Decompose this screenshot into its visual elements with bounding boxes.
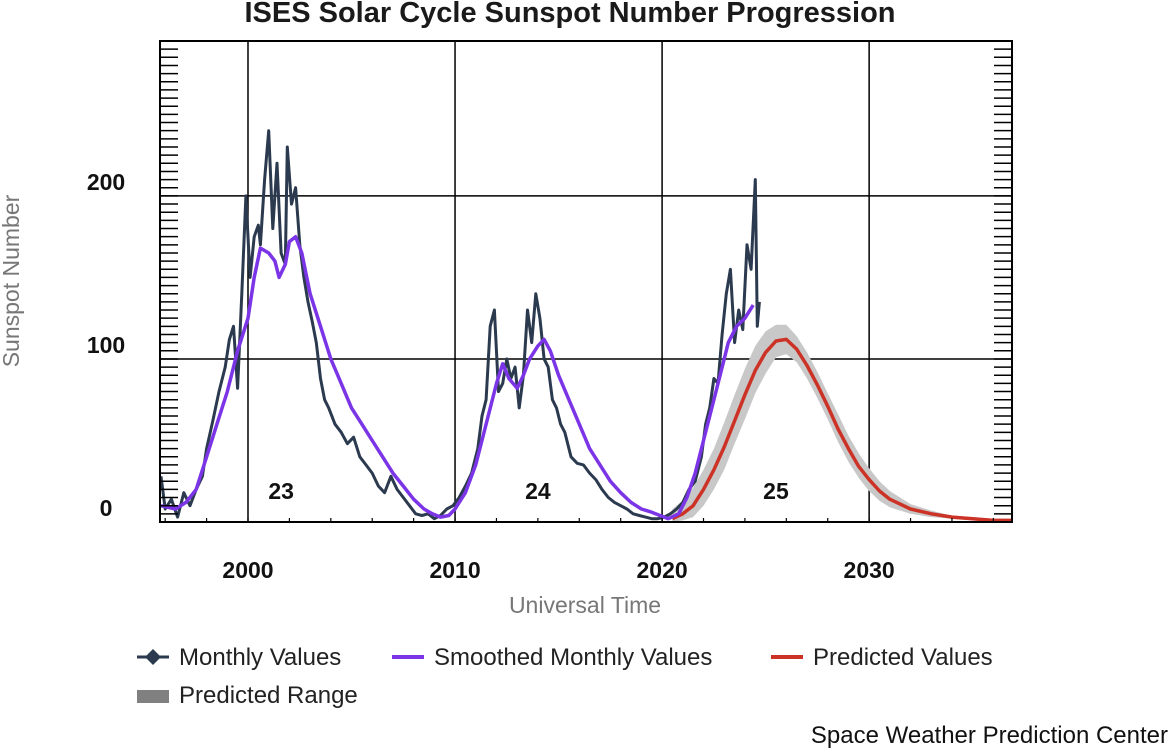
legend: Monthly Values Smoothed Monthly Values P… — [137, 644, 993, 709]
y-tick-label-2: 200 — [87, 169, 125, 195]
cycle-label-25: 25 — [763, 478, 789, 504]
plot-background — [160, 41, 1012, 522]
legend-item-range: Predicted Range — [137, 682, 358, 709]
legend-predicted-label: Predicted Values — [813, 644, 993, 671]
cycle-labels: 23 24 25 — [268, 478, 789, 504]
y-axis-label: Sunspot Number — [0, 194, 24, 367]
predicted-range-band — [672, 324, 1012, 522]
smoothed-values-series — [160, 234, 755, 521]
cycle-label-23: 23 — [268, 478, 294, 504]
y-tick-label-1: 100 — [87, 332, 125, 358]
credit-text: Space Weather Prediction Center — [811, 722, 1168, 749]
x-tick-label-3: 2030 — [844, 557, 895, 583]
smoothed-values-line — [160, 234, 755, 521]
legend-range-label: Predicted Range — [179, 682, 358, 709]
legend-range-swatch — [137, 690, 169, 703]
legend-item-predicted: Predicted Values — [771, 644, 993, 671]
predicted-range-area — [672, 324, 1012, 522]
x-axis-label: Universal Time — [509, 592, 661, 618]
legend-monthly-label: Monthly Values — [179, 644, 341, 671]
legend-monthly-diamond-icon — [145, 649, 161, 665]
plot-frame — [159, 40, 1013, 523]
cycle-label-24: 24 — [525, 478, 551, 504]
legend-smoothed-label: Smoothed Monthly Values — [434, 644, 712, 671]
grid-lines — [160, 41, 1012, 522]
plot-border — [159, 40, 1013, 523]
legend-item-monthly: Monthly Values — [137, 644, 341, 671]
x-tick-label-2: 2020 — [637, 557, 688, 583]
tick-labels: 0 100 200 2000 2010 2020 2030 — [87, 169, 895, 583]
y-tick-label-0: 0 — [100, 495, 113, 521]
x-tick-label-0: 2000 — [222, 557, 273, 583]
x-tick-label-1: 2010 — [429, 557, 480, 583]
predicted-values-line — [671, 337, 1012, 523]
plot-area — [160, 41, 1012, 522]
legend-item-smoothed: Smoothed Monthly Values — [392, 644, 712, 671]
chart-title: ISES Solar Cycle Sunspot Number Progress… — [244, 0, 895, 29]
predicted-values-series — [671, 337, 1012, 523]
